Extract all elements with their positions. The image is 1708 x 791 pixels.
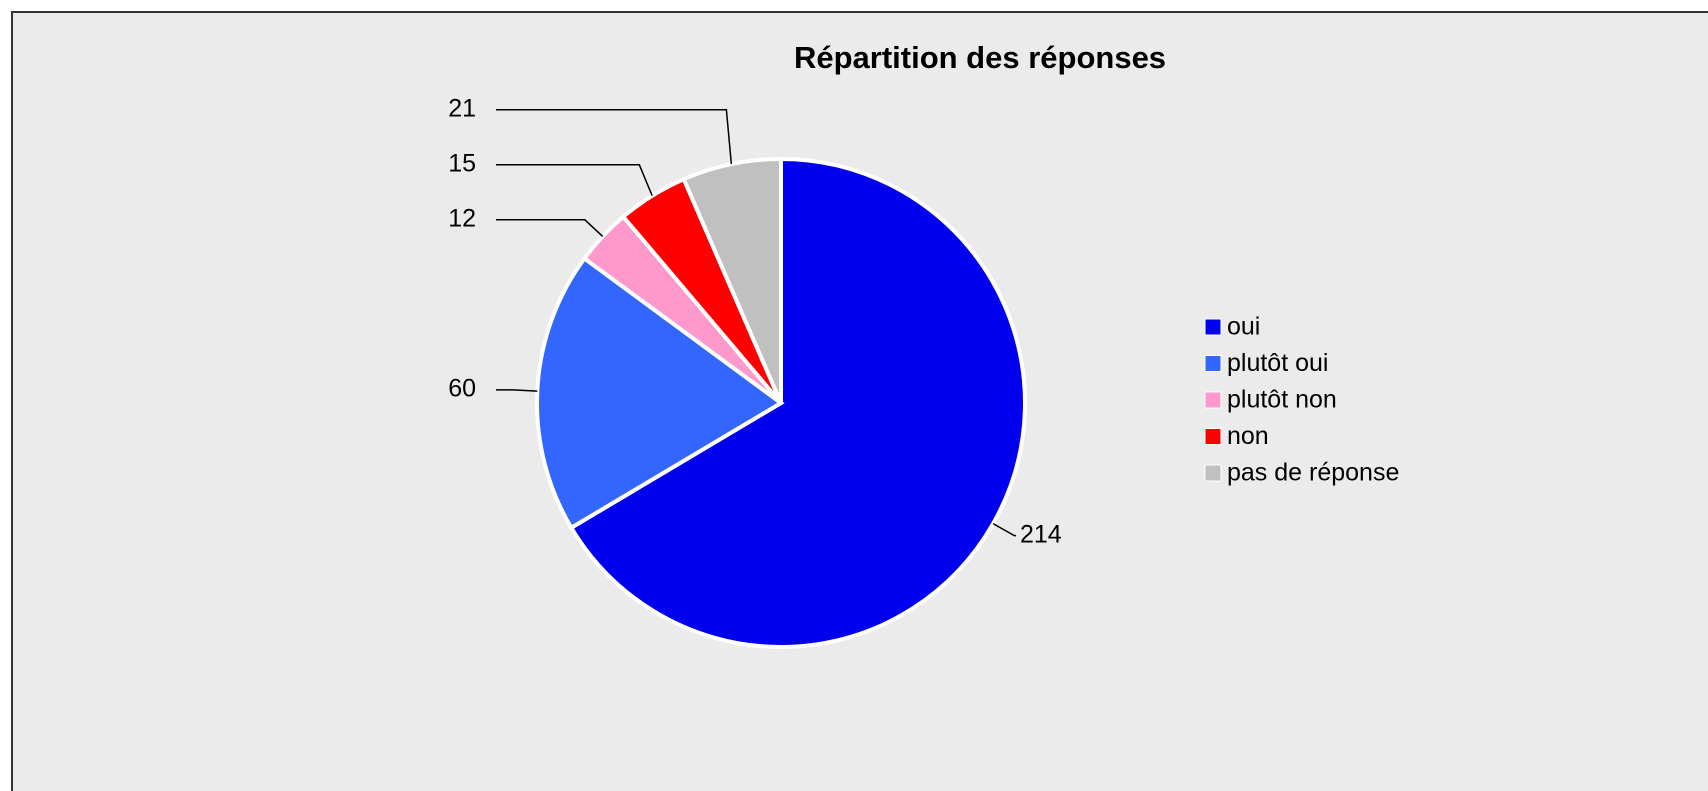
legend-label: plutôt non [1227, 386, 1337, 414]
pie-slice [568, 156, 1027, 649]
legend-label: oui [1227, 313, 1260, 341]
data-label: 12 [448, 204, 476, 232]
legend-label: plutôt oui [1227, 349, 1328, 377]
legend-label: non [1227, 422, 1269, 450]
leader-line [496, 389, 538, 392]
pie-slice [535, 255, 785, 531]
legend-swatch [1204, 355, 1222, 372]
legend-label: pas de réponse [1227, 459, 1399, 487]
data-label: 60 [448, 375, 476, 403]
leader-line [496, 219, 604, 238]
leader-line [496, 109, 733, 165]
data-label: 214 [1020, 520, 1062, 548]
leader-line [496, 164, 653, 197]
legend-swatch [1204, 464, 1222, 482]
legend-swatch [1204, 428, 1222, 445]
chart-title: Répartition des réponses [794, 40, 1166, 75]
data-label: 21 [448, 94, 476, 122]
leader-line [992, 522, 1016, 537]
legend-swatch [1204, 391, 1222, 409]
data-label: 15 [448, 149, 476, 177]
legend-swatch [1204, 318, 1222, 336]
